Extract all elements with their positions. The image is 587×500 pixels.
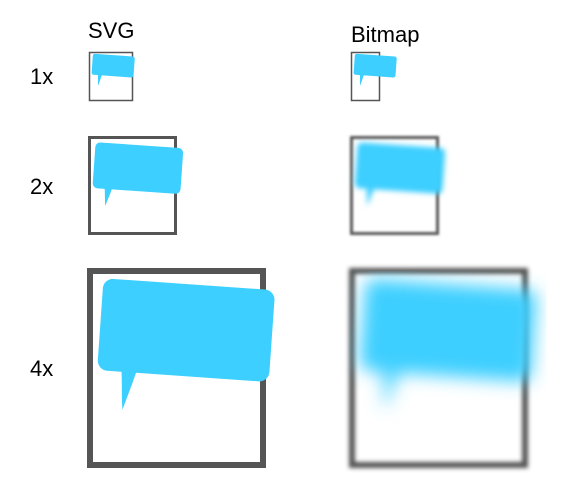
svg-4x-cell	[87, 268, 275, 468]
row-label-4x: 4x	[30, 356, 54, 381]
svg-2x-cell	[88, 136, 184, 235]
bitmap-4x-cell	[349, 268, 537, 468]
column-label-bitmap: Bitmap	[351, 22, 420, 47]
bitmap-1x-cell	[350, 51, 397, 102]
row-label-2x: 2x	[30, 174, 54, 199]
speech-bubble-icon	[97, 278, 275, 410]
svg-1x-cell	[88, 51, 135, 102]
speech-bubble-icon	[92, 142, 184, 206]
bitmap-2x-cell	[350, 136, 446, 235]
bitmap-1x-frame	[350, 51, 381, 102]
row-label-1x: 1x	[30, 64, 54, 89]
column-label-svg: SVG	[88, 18, 135, 43]
speech-bubble-icon	[353, 53, 397, 86]
speech-bubble-icon	[359, 278, 537, 410]
speech-bubble-icon	[91, 53, 135, 86]
speech-bubble-icon	[354, 142, 446, 206]
